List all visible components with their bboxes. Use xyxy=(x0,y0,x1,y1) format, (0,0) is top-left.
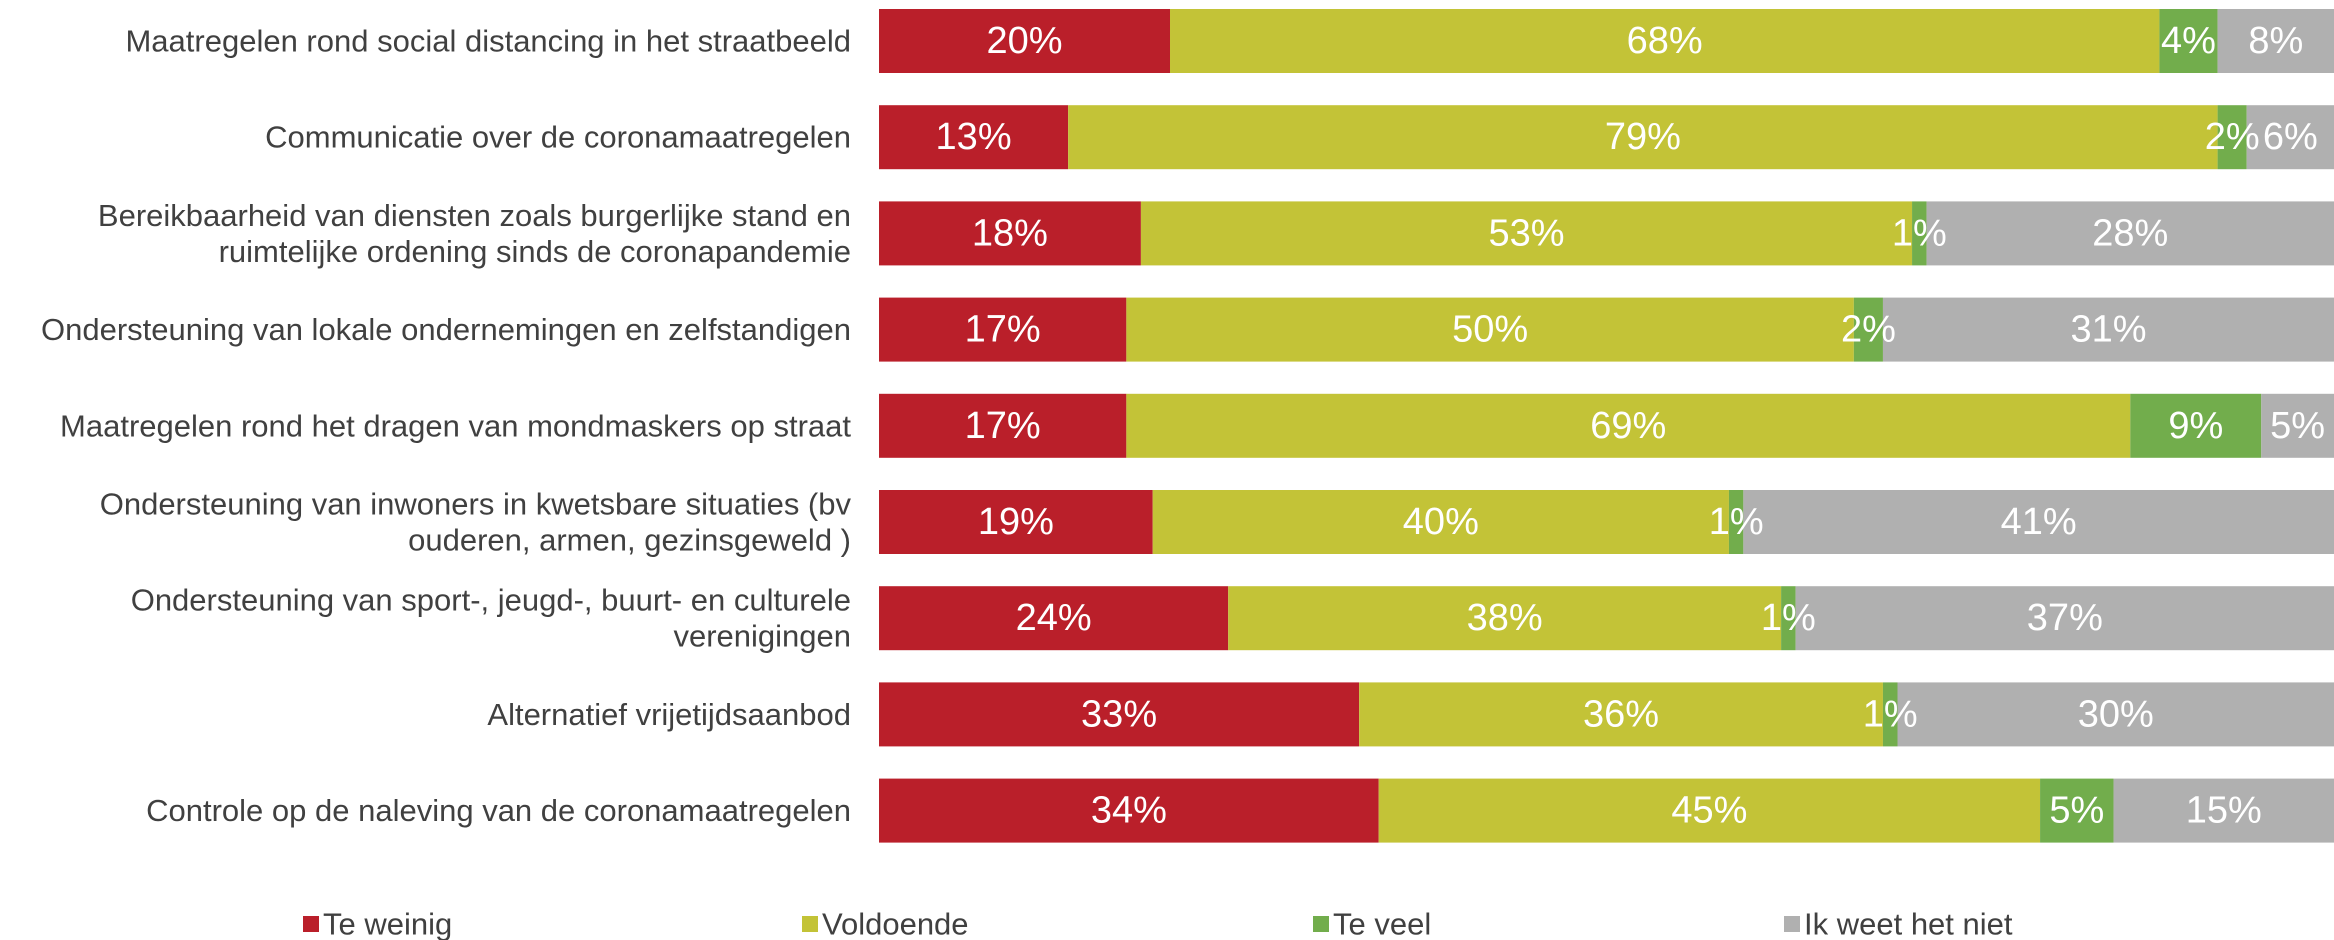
legend-swatch xyxy=(1784,916,1800,932)
data-label: 18% xyxy=(972,212,1048,254)
bar-voldoende xyxy=(1140,201,1913,266)
bar-te-weinig xyxy=(879,778,1379,843)
data-label: 17% xyxy=(965,309,1041,351)
category-labels: Maatregelen rond social distancing in he… xyxy=(41,24,852,829)
data-label: 36% xyxy=(1583,693,1659,735)
bar-ik-weet-het-niet xyxy=(1926,201,2334,266)
data-label: 68% xyxy=(1627,20,1703,62)
data-label: 79% xyxy=(1605,116,1681,158)
data-label: 38% xyxy=(1467,597,1543,639)
category-label: Communicatie over de coronamaatregelen xyxy=(265,120,851,155)
data-label: 20% xyxy=(986,20,1062,62)
legend: Te weinig Voldoende Te veel Ik weet het nie… xyxy=(303,907,2013,940)
bar-ik-weet-het-niet xyxy=(2113,778,2334,843)
data-label: 1% xyxy=(1863,693,1918,735)
data-label: 2% xyxy=(1841,309,1896,351)
data-label: 1% xyxy=(1761,597,1816,639)
legend-item-voldoende: Voldoende xyxy=(802,907,969,940)
category-label: Alternatief vrijetijdsaanbod xyxy=(487,697,851,732)
data-label: 28% xyxy=(2092,212,2168,254)
data-label: 5% xyxy=(2270,405,2325,447)
data-label: 1% xyxy=(1892,212,1947,254)
legend-label: Te veel xyxy=(1333,907,1431,940)
category-label: Controle op de naleving van de coronamaa… xyxy=(146,793,851,828)
bar-ik-weet-het-niet xyxy=(2261,393,2334,458)
bar-ik-weet-het-niet xyxy=(2246,105,2334,170)
category-label: Bereikbaarheid van diensten zoals burger… xyxy=(98,198,851,269)
bar-te-weinig xyxy=(879,682,1360,747)
data-label: 8% xyxy=(2248,20,2303,62)
data-label: 6% xyxy=(2263,116,2318,158)
data-label: 24% xyxy=(1016,597,1092,639)
legend-label: Voldoende xyxy=(822,907,969,940)
data-label: 69% xyxy=(1590,405,1666,447)
data-label: 13% xyxy=(936,116,1012,158)
bar-te-weinig xyxy=(879,393,1127,458)
legend-item-ik-weet-het-niet: Ik weet het niet xyxy=(1784,907,2013,940)
bar-voldoende xyxy=(1068,105,2218,170)
bar-te-veel xyxy=(1853,297,1883,362)
bars xyxy=(879,9,2334,843)
bar-voldoende xyxy=(1228,586,1782,651)
bar-te-veel xyxy=(1781,586,1796,651)
data-label: 41% xyxy=(2001,501,2077,543)
category-label: Ondersteuning van sport-, jeugd-, buurt-… xyxy=(131,583,851,654)
bar-te-veel xyxy=(1728,490,1744,554)
bar-voldoende xyxy=(1378,778,2041,843)
data-label: 53% xyxy=(1488,212,1564,254)
legend-item-te-weinig: Te weinig xyxy=(303,907,452,940)
bar-te-veel xyxy=(2217,105,2247,170)
bar-te-weinig xyxy=(879,586,1229,651)
data-label: 5% xyxy=(2049,790,2104,832)
legend-swatch xyxy=(1313,916,1329,932)
category-label: Maatregelen rond het dragen van mondmask… xyxy=(60,408,851,443)
data-label: 1% xyxy=(1709,501,1764,543)
bar-ik-weet-het-niet xyxy=(2217,9,2334,73)
bar-te-weinig xyxy=(879,9,1170,73)
data-label: 50% xyxy=(1452,309,1528,351)
data-label: 34% xyxy=(1091,790,1167,832)
bar-voldoende xyxy=(1126,393,2131,458)
bar-te-weinig xyxy=(879,201,1141,266)
legend-item-te-veel: Te veel xyxy=(1313,907,1431,940)
category-label: Ondersteuning van lokale ondernemingen e… xyxy=(41,312,851,347)
category-label: Maatregelen rond social distancing in he… xyxy=(125,24,851,59)
legend-swatch xyxy=(802,916,818,932)
data-label: 30% xyxy=(2078,693,2154,735)
bar-te-veel xyxy=(2040,778,2114,843)
bar-te-weinig xyxy=(879,297,1127,362)
data-label: 31% xyxy=(2070,309,2146,351)
data-label: 33% xyxy=(1081,693,1157,735)
data-label: 9% xyxy=(2168,405,2223,447)
bar-ik-weet-het-niet xyxy=(1882,297,2334,362)
data-label: 37% xyxy=(2027,597,2103,639)
bar-voldoende xyxy=(1170,9,2160,73)
bar-te-veel xyxy=(2159,9,2218,73)
bar-te-veel xyxy=(1882,682,1898,747)
data-label: 19% xyxy=(978,501,1054,543)
data-label: 45% xyxy=(1671,790,1747,832)
legend-swatch xyxy=(303,916,319,932)
bar-voldoende xyxy=(1126,297,1854,362)
bar-te-weinig xyxy=(879,490,1153,554)
value-labels: 20% 68% 4% 8%13% 79% 2% 6%18% 53% 1% 28%17% 50% 2% 3… xyxy=(936,20,2326,832)
bar-te-weinig xyxy=(879,105,1069,170)
bar-voldoende xyxy=(1359,682,1883,747)
bar-te-veel xyxy=(2130,393,2262,458)
bar-ik-weet-het-niet xyxy=(1897,682,2334,747)
data-label: 40% xyxy=(1403,501,1479,543)
data-label: 15% xyxy=(2186,790,2262,832)
data-label: 4% xyxy=(2161,20,2216,62)
bar-ik-weet-het-niet xyxy=(1795,586,2334,651)
data-label: 17% xyxy=(965,405,1041,447)
category-label: Ondersteuning van inwoners in kwetsbare … xyxy=(100,487,852,558)
legend-label: Ik weet het niet xyxy=(1804,907,2013,940)
bar-voldoende xyxy=(1152,490,1729,554)
bar-ik-weet-het-niet xyxy=(1743,490,2334,554)
bar-te-veel xyxy=(1912,201,1927,266)
data-label: 2% xyxy=(2205,116,2260,158)
legend-label: Te weinig xyxy=(323,907,452,940)
